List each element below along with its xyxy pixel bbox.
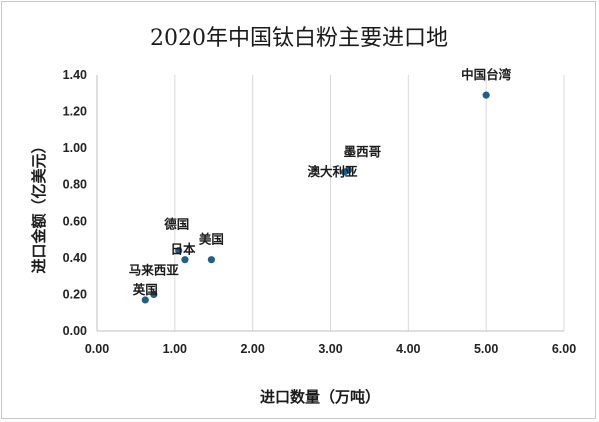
x-axis-label: 进口数量（万吨）	[260, 388, 380, 406]
x-tick-label: 4.00	[396, 342, 420, 356]
point-label: 美国	[199, 232, 224, 247]
point-label: 马来西亚	[129, 262, 180, 277]
y-tick-label: 0.00	[63, 324, 87, 338]
x-tick-label: 0.00	[85, 342, 109, 356]
x-tick-label: 3.00	[318, 342, 342, 356]
y-tick-label: 0.20	[63, 287, 87, 301]
data-point	[150, 290, 158, 299]
point-label: 墨西哥	[344, 144, 382, 159]
y-tick-label: 1.20	[63, 105, 87, 119]
x-tick-label: 2.00	[240, 342, 264, 356]
point-label: 日本	[170, 242, 196, 257]
data-point	[175, 246, 183, 255]
y-tick-label: 1.00	[63, 141, 87, 155]
chart-title: 2020年中国钛白粉主要进口地	[150, 26, 448, 51]
y-tick-label: 0.40	[63, 251, 87, 265]
y-tick-label: 0.60	[63, 214, 87, 228]
point-label: 英国	[133, 282, 158, 297]
point-label: 中国台湾	[461, 67, 512, 82]
data-point	[207, 256, 216, 264]
data-point	[482, 91, 490, 99]
data-point	[340, 168, 349, 176]
x-tick-label: 5.00	[474, 342, 498, 356]
x-tick-label: 6.00	[552, 342, 576, 356]
y-axis-label: 进口金额（亿美元）	[30, 138, 48, 273]
y-tick-label: 1.40	[63, 68, 87, 82]
x-tick-labels: 0.00 1.00 2.00 3.00 4.00 5.00 6.00	[85, 342, 576, 356]
grid-lines	[96, 75, 565, 332]
y-tick-labels: 0.00 0.20 0.40 0.60 0.80 1.00 1.20 1.40	[63, 68, 87, 338]
data-point	[141, 296, 149, 304]
x-tick-label: 1.00	[163, 342, 187, 356]
data-point	[181, 256, 189, 264]
point-label: 德国	[164, 217, 189, 232]
point-label: 澳大利亚	[308, 164, 359, 179]
y-tick-label: 0.80	[63, 178, 87, 192]
data-points	[141, 91, 490, 304]
